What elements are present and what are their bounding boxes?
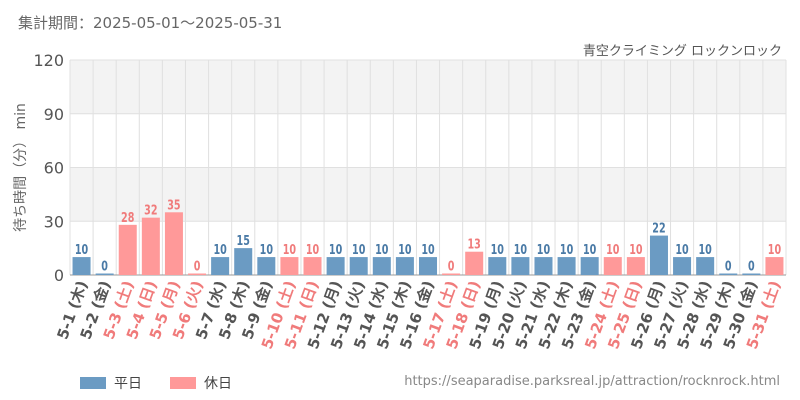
bar bbox=[534, 257, 553, 275]
bar-value-label: 15 bbox=[237, 233, 250, 248]
bar-value-label: 10 bbox=[260, 242, 273, 257]
y-tick-label: 90 bbox=[44, 105, 64, 124]
bar bbox=[257, 257, 276, 275]
bar-value-label: 10 bbox=[698, 242, 711, 257]
bar-value-label: 10 bbox=[514, 242, 527, 257]
bar bbox=[234, 248, 253, 275]
bar-value-label: 0 bbox=[725, 258, 732, 273]
bar-value-label: 10 bbox=[583, 242, 596, 257]
legend-item-weekday[interactable]: 平日 bbox=[80, 373, 142, 393]
bar-value-label: 10 bbox=[375, 242, 388, 257]
bar bbox=[719, 273, 738, 275]
legend-label-holiday: 休日 bbox=[204, 376, 232, 392]
bar bbox=[649, 235, 668, 275]
bar-value-label: 10 bbox=[75, 242, 88, 257]
y-axis-title: 待ち時間（分） min bbox=[13, 103, 29, 232]
bar bbox=[372, 257, 391, 275]
bar-value-label: 10 bbox=[491, 242, 504, 257]
bar bbox=[72, 257, 91, 275]
y-tick-label: 0 bbox=[54, 266, 64, 285]
bar-value-label: 28 bbox=[121, 210, 134, 225]
bar bbox=[395, 257, 414, 275]
bar-value-label: 10 bbox=[213, 242, 226, 257]
bar-value-label: 10 bbox=[398, 242, 411, 257]
bar bbox=[557, 257, 576, 275]
bar bbox=[511, 257, 530, 275]
bar bbox=[326, 257, 345, 275]
bar-value-label: 10 bbox=[537, 242, 550, 257]
legend-swatch-weekday bbox=[80, 377, 106, 389]
bar bbox=[673, 257, 692, 275]
bar-value-label: 10 bbox=[606, 242, 619, 257]
bar-value-label: 10 bbox=[306, 242, 319, 257]
bar-value-label: 10 bbox=[768, 242, 781, 257]
bar-value-label: 10 bbox=[352, 242, 365, 257]
bar-value-label: 10 bbox=[283, 242, 296, 257]
bar bbox=[465, 251, 484, 275]
bar bbox=[211, 257, 230, 275]
bar bbox=[742, 273, 761, 275]
legend-item-holiday[interactable]: 休日 bbox=[170, 373, 232, 393]
y-tick-label: 30 bbox=[44, 212, 64, 231]
bar-value-label: 35 bbox=[167, 197, 180, 212]
bar bbox=[280, 257, 299, 275]
bar-value-label: 22 bbox=[652, 221, 665, 236]
bar bbox=[580, 257, 599, 275]
bar-value-label: 10 bbox=[629, 242, 642, 257]
period-label: 集計期間：2025-05-01～2025-05-31 bbox=[18, 14, 283, 32]
bar bbox=[442, 273, 461, 275]
bar-value-label: 0 bbox=[448, 258, 455, 273]
bar bbox=[349, 257, 368, 275]
bar bbox=[164, 212, 183, 275]
bar-value-label: 10 bbox=[421, 242, 434, 257]
bar-value-label: 0 bbox=[194, 258, 201, 273]
bar bbox=[696, 257, 715, 275]
bar-value-label: 10 bbox=[329, 242, 342, 257]
bar bbox=[488, 257, 507, 275]
bar-value-label: 10 bbox=[675, 242, 688, 257]
bar-value-label: 0 bbox=[748, 258, 755, 273]
legend-label-weekday: 平日 bbox=[114, 376, 142, 392]
bar-value-label: 13 bbox=[468, 237, 481, 252]
bar bbox=[188, 273, 207, 275]
bar bbox=[95, 273, 114, 275]
bar bbox=[418, 257, 438, 275]
bar-value-label: 0 bbox=[101, 258, 108, 273]
y-tick-label: 60 bbox=[44, 159, 64, 178]
y-tick-label: 120 bbox=[33, 51, 64, 70]
bar bbox=[603, 257, 622, 275]
legend-swatch-holiday bbox=[170, 377, 196, 389]
plot-band bbox=[70, 60, 786, 114]
bar bbox=[626, 257, 645, 275]
bar-value-label: 10 bbox=[560, 242, 573, 257]
bar-value-label: 32 bbox=[144, 203, 157, 218]
bar bbox=[765, 257, 784, 275]
attraction-name: 青空クライミング ロックンロック bbox=[582, 44, 782, 59]
bar bbox=[118, 224, 137, 275]
plot-band bbox=[70, 167, 786, 222]
source-url: https://seaparadise.parksreal.jp/attract… bbox=[404, 374, 780, 389]
bar bbox=[141, 217, 160, 275]
legend: 平日 休日 bbox=[80, 373, 260, 393]
bar bbox=[303, 257, 322, 275]
